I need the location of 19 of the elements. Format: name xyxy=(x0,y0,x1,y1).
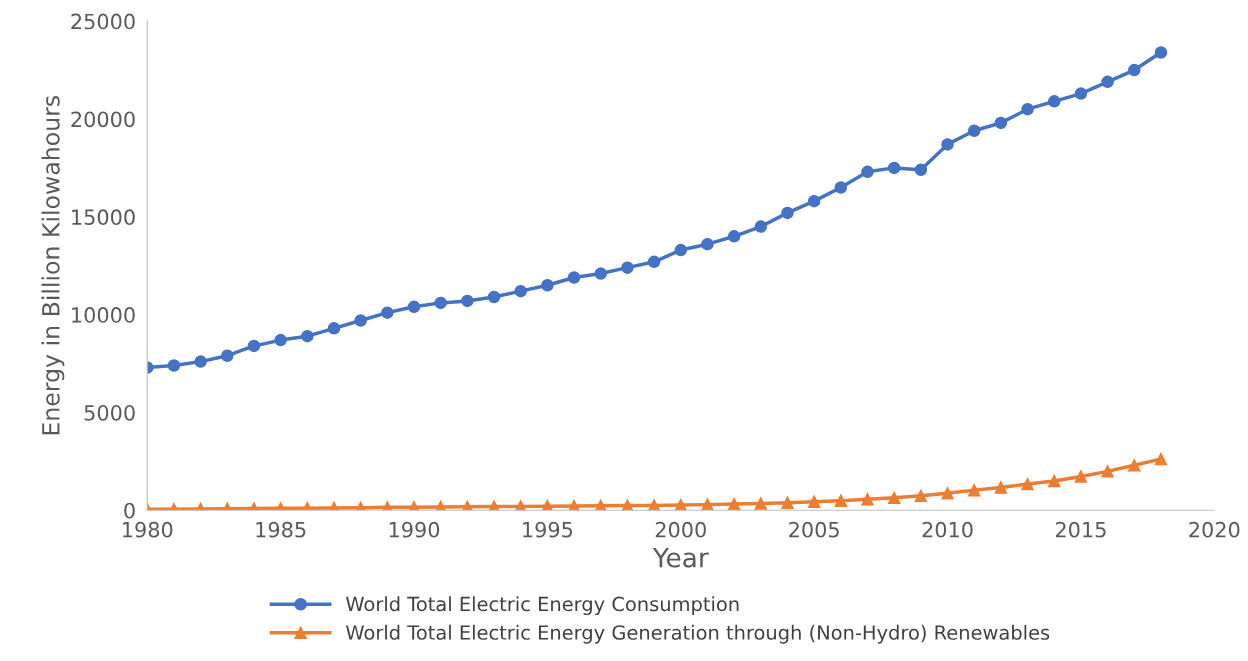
x-tick-label: 1980 xyxy=(123,521,173,538)
x-axis-title: Year xyxy=(652,547,709,568)
y-tick-label: 0 xyxy=(124,502,135,519)
x-tick-label: 2020 xyxy=(1189,521,1240,538)
x-tick-label: 1995 xyxy=(523,521,573,538)
legend-label: World Total Electric Energy Consumption xyxy=(346,596,739,616)
y-axis-title: Energy in Billion Kilowahours xyxy=(41,95,65,435)
y-tick-label: 5000 xyxy=(84,404,135,421)
x-tick-label: 2005 xyxy=(789,521,839,538)
x-tick-label: 1990 xyxy=(389,521,440,538)
y-tick-label: 20000 xyxy=(71,111,135,128)
y-tick-label: 15000 xyxy=(72,209,135,226)
legend-label: World Total Electric Energy Generation through (Non-Hydro) Renewables xyxy=(346,624,1050,644)
y-tick-label: 10000 xyxy=(72,307,135,323)
x-tick-label: 2015 xyxy=(1055,521,1106,538)
y-tick-label: 25000 xyxy=(71,13,135,30)
x-tick-label: 2000 xyxy=(655,521,706,538)
x-tick-label: 1985 xyxy=(256,521,306,538)
x-tick-label: 2010 xyxy=(922,521,973,538)
